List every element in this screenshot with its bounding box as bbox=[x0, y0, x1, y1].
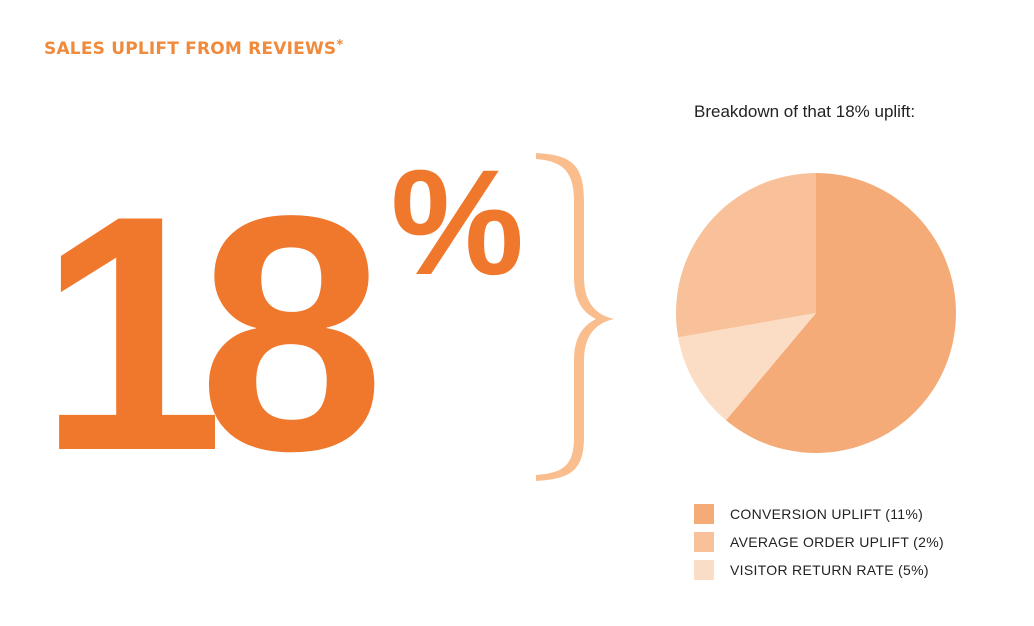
curly-brace-icon bbox=[536, 153, 614, 481]
legend-label: VISITOR RETURN RATE (5%) bbox=[730, 562, 929, 578]
legend-swatch bbox=[694, 560, 714, 580]
pie-slice-2 bbox=[678, 313, 816, 421]
legend-label: AVERAGE ORDER UPLIFT (2%) bbox=[730, 534, 944, 550]
chart-title: SALES UPLIFT FROM REVIEWS* bbox=[44, 38, 343, 59]
headline-stat: 18% bbox=[38, 147, 524, 501]
chart-title-text: SALES UPLIFT FROM REVIEWS bbox=[44, 39, 337, 59]
legend-label: CONVERSION UPLIFT (11%) bbox=[730, 506, 924, 522]
pie-chart-subtitle: Breakdown of that 18% uplift: bbox=[694, 102, 916, 121]
headline-number: 18 bbox=[38, 146, 385, 520]
pie-chart-legend: CONVERSION UPLIFT (11%) AVERAGE ORDER UPL… bbox=[694, 500, 944, 584]
legend-item: VISITOR RETURN RATE (5%) bbox=[694, 556, 944, 584]
legend-item: CONVERSION UPLIFT (11%) bbox=[694, 500, 944, 528]
curly-brace-path bbox=[536, 153, 614, 481]
legend-swatch bbox=[694, 504, 714, 524]
pie-slice-3 bbox=[676, 173, 816, 338]
footnote-asterisk: * bbox=[336, 38, 344, 53]
pie-slice-1 bbox=[726, 173, 956, 454]
legend-item: AVERAGE ORDER UPLIFT (2%) bbox=[694, 528, 944, 556]
pie-chart bbox=[676, 173, 956, 454]
legend-swatch bbox=[694, 532, 714, 552]
headline-percent-sign: % bbox=[390, 138, 524, 306]
